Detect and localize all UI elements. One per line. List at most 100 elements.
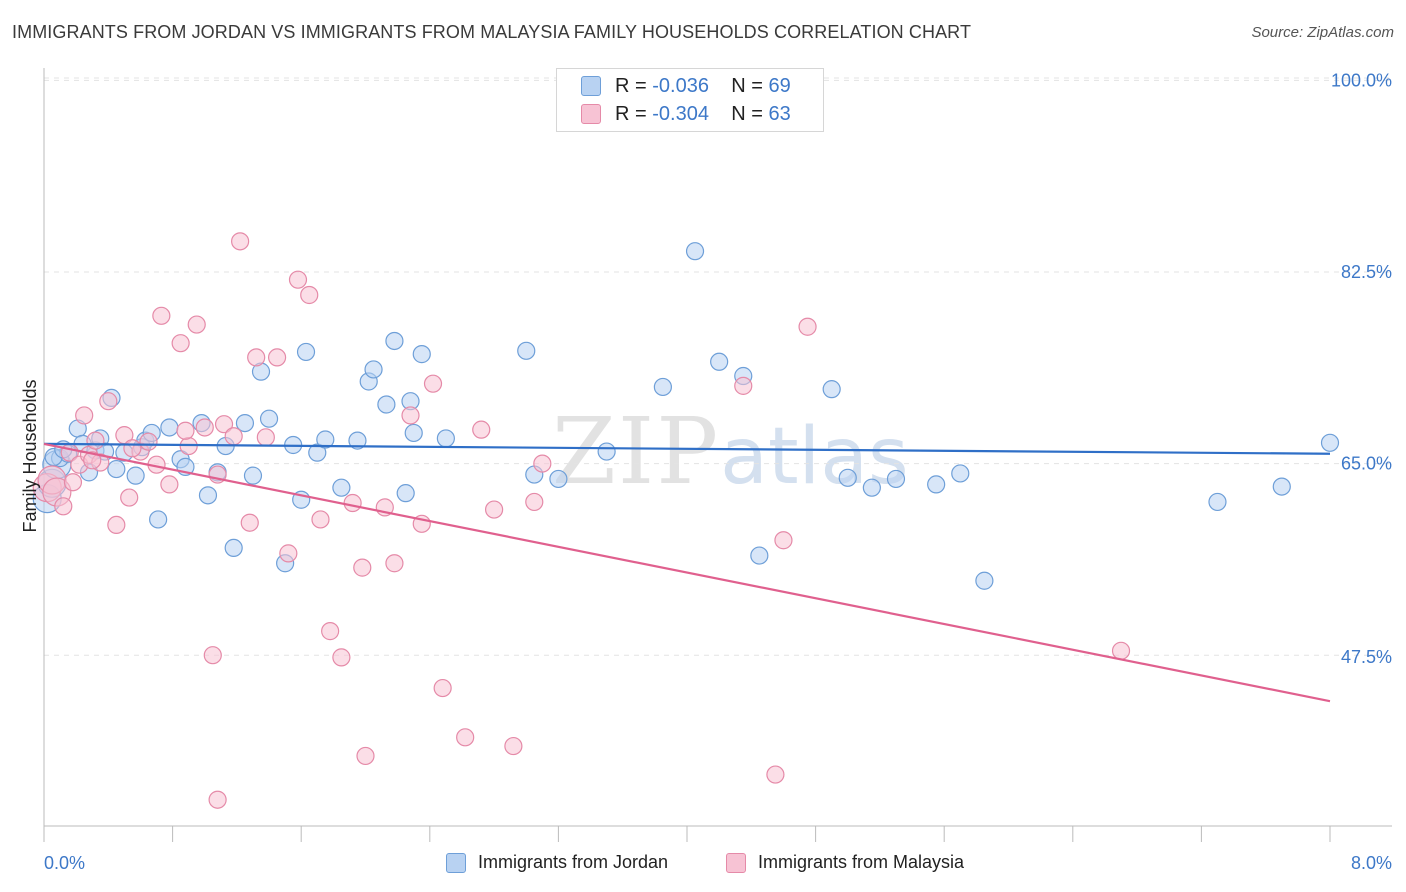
malaysia-point (203, 646, 222, 665)
malaysia-point (734, 376, 753, 395)
malaysia-point (86, 431, 105, 450)
jordan-point (348, 431, 367, 450)
jordan-point (385, 331, 404, 351)
jordan-point (149, 510, 168, 529)
jordan-point (332, 478, 351, 497)
malaysia-point (214, 415, 234, 434)
watermark-zip: ZIP (552, 398, 721, 505)
malaysia-n-label: N = (731, 102, 763, 125)
malaysia-point (160, 475, 179, 494)
malaysia-point (176, 421, 195, 440)
legend-jordan-swatch (446, 852, 466, 873)
malaysia-point (766, 765, 785, 784)
jordan-point (412, 345, 431, 364)
malaysia-point (267, 348, 287, 367)
jordan-point (927, 475, 946, 494)
malaysia-trend-line (43, 442, 1331, 703)
malaysia-point (187, 315, 206, 334)
legend-malaysia-swatch (726, 852, 746, 873)
malaysia-point (504, 736, 523, 756)
y-tick-label: 100.0% (1331, 70, 1392, 90)
malaysia-point (208, 790, 227, 809)
jordan-point (1320, 433, 1340, 452)
jordan-point (377, 395, 396, 414)
malaysia-point (774, 531, 793, 550)
x-tick-label-min: 0.0% (44, 853, 85, 873)
axes (43, 68, 1392, 842)
jordan-point (160, 418, 179, 437)
malaysia-point (300, 285, 319, 305)
malaysia-r-value: -0.304 (652, 102, 709, 125)
jordan-point (975, 571, 994, 590)
jordan-point (396, 484, 415, 503)
jordan-point (822, 380, 841, 399)
jordan-point (364, 360, 383, 379)
jordan-point (316, 430, 335, 449)
malaysia-point (195, 418, 214, 437)
malaysia-point (83, 451, 102, 470)
jordan-point (685, 242, 705, 261)
malaysia-point (54, 497, 73, 516)
legend-item-malaysia[interactable]: Immigrants from Malaysia (726, 852, 964, 873)
y-tick-label: 65.0% (1341, 454, 1392, 474)
malaysia-point (231, 232, 250, 251)
malaysia-point (224, 427, 243, 446)
malaysia-point (385, 554, 404, 573)
y-tick-labels: 47.5% 65.0% 82.5% 100.0% (1331, 70, 1392, 667)
malaysia-point (288, 270, 308, 289)
legend-row-malaysia: R = -0.304 N = 63 (581, 102, 791, 126)
y-axis-title: Family Households (20, 379, 40, 532)
chart-title: IMMIGRANTS FROM JORDAN VS IMMIGRANTS FRO… (12, 22, 972, 42)
jordan-point (235, 413, 255, 433)
malaysia-point (343, 493, 362, 513)
malaysia-r-label: R = (615, 102, 647, 125)
malaysia-point (798, 317, 817, 336)
malaysia-point (63, 473, 83, 492)
malaysia-point (139, 432, 158, 451)
jordan-point (243, 466, 263, 485)
jordan-point (436, 429, 455, 448)
malaysia-point (433, 678, 452, 698)
jordan-point (126, 466, 145, 485)
source-label: Source: ZipAtlas.com (1251, 24, 1394, 41)
legend-row-jordan: R = -0.036 N = 69 (581, 74, 791, 98)
jordan-r-value: -0.036 (652, 74, 709, 97)
watermark: ZIPatlas (552, 398, 909, 505)
jordan-n-label: N = (731, 74, 763, 97)
jordan-point (107, 459, 126, 479)
malaysia-point (279, 544, 298, 563)
legend-item-jordan[interactable]: Immigrants from Jordan (446, 852, 668, 873)
malaysia-point (353, 558, 372, 577)
malaysia-point (472, 420, 491, 439)
jordan-trend-line (43, 442, 1331, 455)
malaysia-point (1111, 641, 1131, 660)
malaysia-point (533, 454, 552, 473)
malaysia-point (123, 439, 142, 458)
data-points (32, 232, 1340, 809)
malaysia-point (120, 488, 139, 507)
jordan-point (750, 546, 769, 565)
malaysia-n-value: 63 (768, 102, 791, 125)
malaysia-point (456, 728, 475, 747)
malaysia-point (321, 622, 340, 641)
jordan-point (549, 469, 568, 489)
jordan-point (1272, 477, 1291, 496)
jordan-n-value: 69 (768, 74, 791, 97)
malaysia-point (152, 306, 171, 325)
jordan-point (886, 469, 906, 489)
malaysia-point (99, 392, 118, 411)
jordan-point (653, 377, 672, 397)
malaysia-point (75, 406, 94, 425)
malaysia-point (240, 513, 259, 532)
jordan-point (951, 464, 970, 483)
malaysia-point (332, 648, 351, 667)
y-tick-label: 47.5% (1341, 647, 1392, 667)
jordan-point (296, 342, 316, 362)
trend-lines (43, 442, 1331, 703)
jordan-swatch (581, 76, 601, 96)
jordan-point (259, 409, 279, 428)
malaysia-swatch (581, 104, 601, 124)
x-tick-label-max: 8.0% (1351, 853, 1392, 873)
malaysia-point (356, 746, 375, 766)
